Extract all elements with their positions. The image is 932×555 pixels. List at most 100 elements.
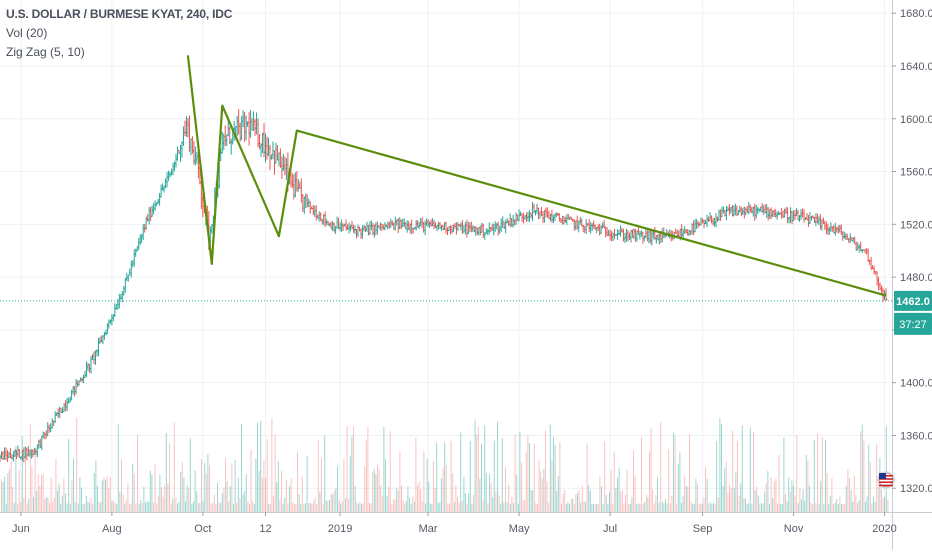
- volume-bar: [790, 492, 791, 512]
- volume-bar: [97, 486, 98, 512]
- volume-bar: [510, 504, 511, 512]
- volume-bar: [876, 444, 877, 512]
- volume-bar: [123, 495, 124, 513]
- volume-bar: [292, 502, 293, 512]
- volume-bar: [662, 502, 663, 512]
- volume-bar: [686, 486, 687, 512]
- volume-bar: [553, 437, 554, 512]
- volume-bar: [297, 451, 298, 512]
- volume-bar: [172, 498, 173, 512]
- volume-bar: [615, 488, 616, 512]
- zigzag-indicator-label[interactable]: Zig Zag (5, 10): [6, 43, 232, 62]
- volume-bar: [182, 462, 183, 512]
- volume-bar: [372, 472, 373, 512]
- volume-bar: [46, 498, 47, 512]
- volume-bar: [811, 503, 812, 513]
- volume-bar: [571, 499, 572, 512]
- volume-bar: [684, 476, 685, 512]
- volume-bar: [603, 504, 604, 512]
- time-tick-label: Jul: [603, 523, 617, 535]
- volume-bar: [711, 504, 712, 512]
- volume-bar: [23, 498, 24, 512]
- volume-bar: [545, 430, 546, 512]
- volume-bar: [222, 493, 223, 512]
- volume-bar: [377, 465, 378, 512]
- volume-bar: [380, 485, 381, 512]
- volume-bar: [171, 504, 172, 512]
- volume-bar: [483, 500, 484, 512]
- volume-bar: [262, 478, 263, 512]
- volume-bar: [473, 495, 474, 512]
- volume-bar: [769, 504, 770, 512]
- volume-bar: [619, 468, 620, 512]
- volume-bar: [659, 503, 660, 512]
- symbol-title[interactable]: U.S. DOLLAR / BURMESE KYAT, 240, IDC: [6, 5, 232, 24]
- volume-bar: [156, 504, 157, 512]
- volume-bar: [348, 499, 349, 512]
- volume-bar: [727, 493, 728, 512]
- volume-bar: [731, 488, 732, 512]
- volume-bar: [111, 501, 112, 512]
- volume-bar: [220, 503, 221, 512]
- volume-bar: [406, 501, 407, 512]
- volume-bar: [265, 478, 266, 512]
- volume-bar: [409, 498, 410, 512]
- volume-bar: [580, 503, 581, 512]
- volume-bar: [307, 456, 308, 512]
- volume-bar: [777, 503, 778, 512]
- volume-bar: [183, 478, 184, 512]
- volume-bar: [820, 481, 821, 512]
- price-tick-label: 1520.0: [900, 219, 932, 231]
- volume-bar: [780, 504, 781, 512]
- volume-bar: [25, 456, 26, 512]
- volume-bar: [385, 459, 386, 512]
- volume-bar: [798, 503, 799, 512]
- volume-bar: [163, 497, 164, 512]
- volume-bar: [556, 491, 557, 512]
- volume-bar: [355, 486, 356, 512]
- price-axis[interactable]: 1680.01640.01600.01560.01520.01480.01440…: [892, 8, 932, 495]
- volume-bar: [105, 479, 106, 512]
- volume-bar: [299, 494, 300, 512]
- volume-bar: [572, 499, 573, 513]
- volume-bar: [22, 436, 23, 512]
- volume-bar: [166, 433, 167, 512]
- volume-bar: [756, 487, 757, 512]
- volume-bar: [577, 493, 578, 512]
- volume-bar: [692, 504, 693, 512]
- volume-bar: [388, 487, 389, 512]
- volume-bar: [606, 495, 607, 512]
- volume-bar: [246, 474, 247, 512]
- volume-bar: [28, 499, 29, 512]
- volume-bar: [486, 473, 487, 512]
- volume-bar: [479, 479, 480, 512]
- volume-bar: [73, 459, 74, 513]
- volume-bar: [319, 492, 320, 512]
- volume-bar: [31, 467, 32, 512]
- us-flag-icon[interactable]: [877, 471, 895, 489]
- volume-bar: [644, 502, 645, 512]
- volume-bar: [150, 470, 151, 512]
- volume-bar: [803, 489, 804, 512]
- volume-bar: [30, 424, 31, 513]
- volume-bar: [457, 497, 458, 512]
- volume-bar: [718, 498, 719, 513]
- price-tick-label: 1360.0: [900, 430, 932, 442]
- volume-bar: [158, 495, 159, 512]
- volume-bar: [375, 474, 376, 512]
- volume-bar: [620, 492, 621, 512]
- volume-bar: [430, 504, 431, 512]
- volume-bar: [460, 432, 461, 512]
- volume-bar: [143, 487, 144, 512]
- volume-bar: [543, 469, 544, 512]
- volume-bar: [300, 504, 301, 512]
- volume-bar: [291, 479, 292, 512]
- volume-bar: [431, 504, 432, 512]
- volume-bar: [404, 504, 405, 512]
- volume-bar: [134, 474, 135, 512]
- time-tick-label: Aug: [102, 523, 122, 535]
- volume-indicator-label[interactable]: Vol (20): [6, 24, 232, 43]
